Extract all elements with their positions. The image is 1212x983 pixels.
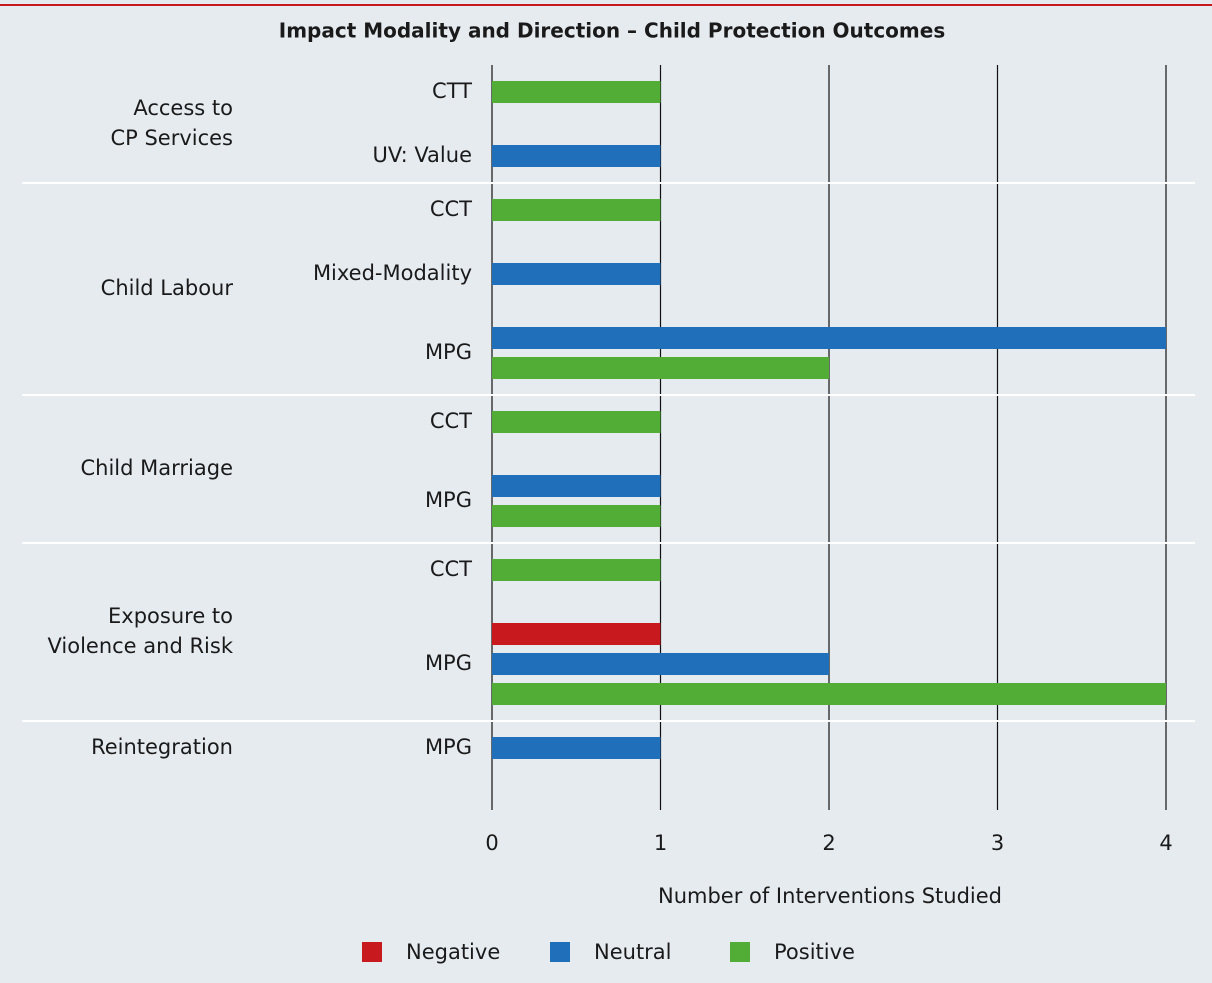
bar bbox=[492, 145, 661, 167]
legend-label: Neutral bbox=[594, 940, 672, 964]
bar bbox=[492, 623, 661, 645]
row-label: MPG bbox=[425, 651, 472, 675]
x-tick-label: 3 bbox=[991, 831, 1004, 855]
bar bbox=[492, 199, 661, 221]
group-label: Access to CP Services bbox=[110, 96, 233, 150]
bar bbox=[492, 653, 829, 675]
bar bbox=[492, 475, 661, 497]
row-label: MPG bbox=[425, 340, 472, 364]
x-tick-label: 2 bbox=[822, 831, 835, 855]
bar bbox=[492, 559, 661, 581]
group-label: Reintegration bbox=[91, 735, 233, 759]
x-tick-label: 0 bbox=[485, 831, 498, 855]
row-label: UV: Value bbox=[373, 143, 472, 167]
x-tick-label: 1 bbox=[654, 831, 667, 855]
x-tick-label: 4 bbox=[1159, 831, 1172, 855]
chart-title: Impact Modality and Direction – Child Pr… bbox=[279, 19, 945, 43]
bar bbox=[492, 737, 661, 759]
row-label: CCT bbox=[430, 409, 472, 433]
bar bbox=[492, 357, 829, 379]
row-label: MPG bbox=[425, 488, 472, 512]
row-label: CCT bbox=[430, 197, 472, 221]
bar bbox=[492, 263, 661, 285]
row-label: MPG bbox=[425, 735, 472, 759]
group-label: Child Marriage bbox=[81, 456, 234, 480]
group-label: Exposure to Violence and Risk bbox=[47, 604, 233, 658]
legend-swatch bbox=[362, 942, 382, 962]
legend-label: Positive bbox=[774, 940, 855, 964]
row-label: CTT bbox=[432, 79, 472, 103]
legend-swatch bbox=[730, 942, 750, 962]
legend-swatch bbox=[550, 942, 570, 962]
x-axis-label: Number of Interventions Studied bbox=[658, 884, 1002, 908]
bar bbox=[492, 411, 661, 433]
bar bbox=[492, 505, 661, 527]
bar bbox=[492, 81, 661, 103]
top-rule bbox=[0, 4, 1212, 6]
bar bbox=[492, 683, 1166, 705]
row-label: CCT bbox=[430, 557, 472, 581]
row-label: Mixed-Modality bbox=[313, 261, 472, 285]
bar bbox=[492, 327, 1166, 349]
group-label: Child Labour bbox=[101, 276, 234, 300]
legend-label: Negative bbox=[406, 940, 500, 964]
